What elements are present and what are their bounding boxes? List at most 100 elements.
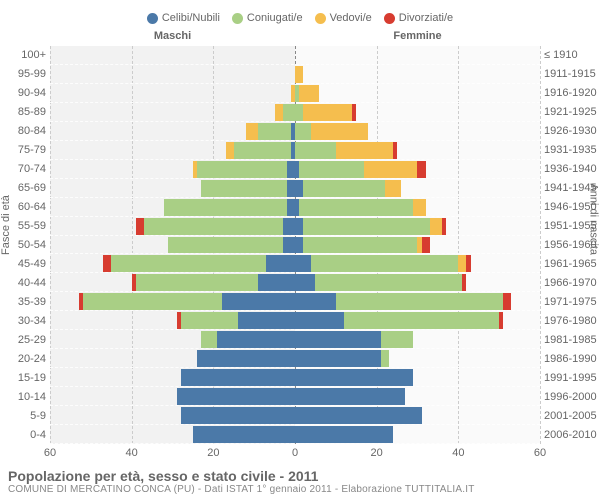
female-bar — [295, 47, 540, 64]
bar-segment — [181, 407, 295, 424]
age-label: 5-9 — [0, 410, 46, 422]
female-bar — [295, 388, 540, 405]
male-bar — [50, 426, 295, 443]
male-bar — [50, 350, 295, 367]
age-label: 90-94 — [0, 87, 46, 99]
bar-segment — [136, 218, 144, 235]
birth-year-label: 1941-1945 — [544, 182, 600, 194]
bar-segment — [466, 255, 470, 272]
bar-segment — [258, 274, 295, 291]
birth-year-label: 2001-2005 — [544, 410, 600, 422]
female-header: Femmine — [393, 30, 441, 42]
birth-year-label: 1966-1970 — [544, 277, 600, 289]
age-label: 10-14 — [0, 391, 46, 403]
birth-year-label: 1916-1920 — [544, 87, 600, 99]
birth-year-label: 1936-1940 — [544, 163, 600, 175]
bar-segment — [181, 369, 295, 386]
age-label: 70-74 — [0, 163, 46, 175]
birth-year-label: 1976-1980 — [544, 315, 600, 327]
x-tick-label: 60 — [534, 447, 546, 459]
birth-year-label: 1961-1965 — [544, 258, 600, 270]
bar-segment — [222, 293, 296, 310]
x-tick-label: 40 — [452, 447, 464, 459]
bar-segment — [311, 255, 458, 272]
bar-segment — [164, 199, 287, 216]
birth-year-label: 1991-1995 — [544, 372, 600, 384]
female-bar — [295, 104, 540, 121]
bar-segment — [299, 199, 413, 216]
male-bar — [50, 407, 295, 424]
x-tick-label: 20 — [371, 447, 383, 459]
bar-segment — [144, 218, 283, 235]
male-bar — [50, 369, 295, 386]
x-tick-label: 60 — [44, 447, 56, 459]
bar-segment — [201, 331, 217, 348]
female-bar — [295, 161, 540, 178]
age-label: 15-19 — [0, 372, 46, 384]
age-label: 100+ — [0, 49, 46, 61]
chart-subtitle: COMUNE DI MERCATINO CONCA (PU) - Dati IS… — [8, 484, 592, 495]
female-bar — [295, 426, 540, 443]
birth-year-label: ≤ 1910 — [544, 49, 600, 61]
legend-label: Coniugati/e — [247, 12, 303, 24]
age-label: 75-79 — [0, 144, 46, 156]
birth-year-label: 1946-1950 — [544, 201, 600, 213]
female-bar — [295, 85, 540, 102]
bar-segment — [193, 426, 295, 443]
bar-segment — [352, 104, 356, 121]
male-bar — [50, 85, 295, 102]
bar-segment — [303, 180, 385, 197]
male-bar — [50, 142, 295, 159]
bar-segment — [295, 293, 336, 310]
birth-year-label: 2006-2010 — [544, 429, 600, 441]
bar-segment — [83, 293, 222, 310]
bar-segment — [217, 331, 295, 348]
age-label: 95-99 — [0, 68, 46, 80]
bar-segment — [181, 312, 238, 329]
female-bar — [295, 199, 540, 216]
legend-label: Divorziati/e — [399, 12, 453, 24]
bar-segment — [283, 237, 295, 254]
bar-segment — [197, 161, 287, 178]
age-label: 40-44 — [0, 277, 46, 289]
chart-title: Popolazione per età, sesso e stato civil… — [8, 468, 592, 484]
male-bar — [50, 218, 295, 235]
female-bar — [295, 180, 540, 197]
bar-segment — [238, 312, 295, 329]
bar-segment — [258, 123, 291, 140]
bar-segment — [103, 255, 111, 272]
legend: Celibi/NubiliConiugati/eVedovi/eDivorzia… — [0, 0, 600, 30]
bar-segment — [168, 237, 282, 254]
bar-segment — [295, 123, 311, 140]
bar-segment — [299, 85, 319, 102]
gender-headers: Maschi Femmine — [0, 30, 600, 46]
birth-year-label: 1956-1960 — [544, 239, 600, 251]
bar-segment — [295, 369, 413, 386]
age-label: 20-24 — [0, 353, 46, 365]
female-bar — [295, 237, 540, 254]
female-bar — [295, 312, 540, 329]
birth-year-label: 1921-1925 — [544, 106, 600, 118]
bar-segment — [295, 237, 303, 254]
birth-year-label: 1996-2000 — [544, 391, 600, 403]
age-label: 85-89 — [0, 106, 46, 118]
male-bar — [50, 161, 295, 178]
birth-year-label: 1981-1985 — [544, 334, 600, 346]
bar-segment — [266, 255, 295, 272]
female-bar — [295, 331, 540, 348]
age-label: 30-34 — [0, 315, 46, 327]
bar-segment — [381, 331, 414, 348]
bar-segment — [283, 104, 295, 121]
bar-segment — [295, 255, 311, 272]
birth-year-label: 1931-1935 — [544, 144, 600, 156]
female-bar — [295, 274, 540, 291]
bar-segment — [413, 199, 425, 216]
birth-year-label: 1971-1975 — [544, 296, 600, 308]
bar-segment — [287, 199, 295, 216]
bar-segment — [344, 312, 499, 329]
bar-segment — [295, 218, 303, 235]
bar-segment — [295, 66, 303, 83]
bar-segment — [295, 274, 315, 291]
age-label: 45-49 — [0, 258, 46, 270]
female-bar — [295, 369, 540, 386]
